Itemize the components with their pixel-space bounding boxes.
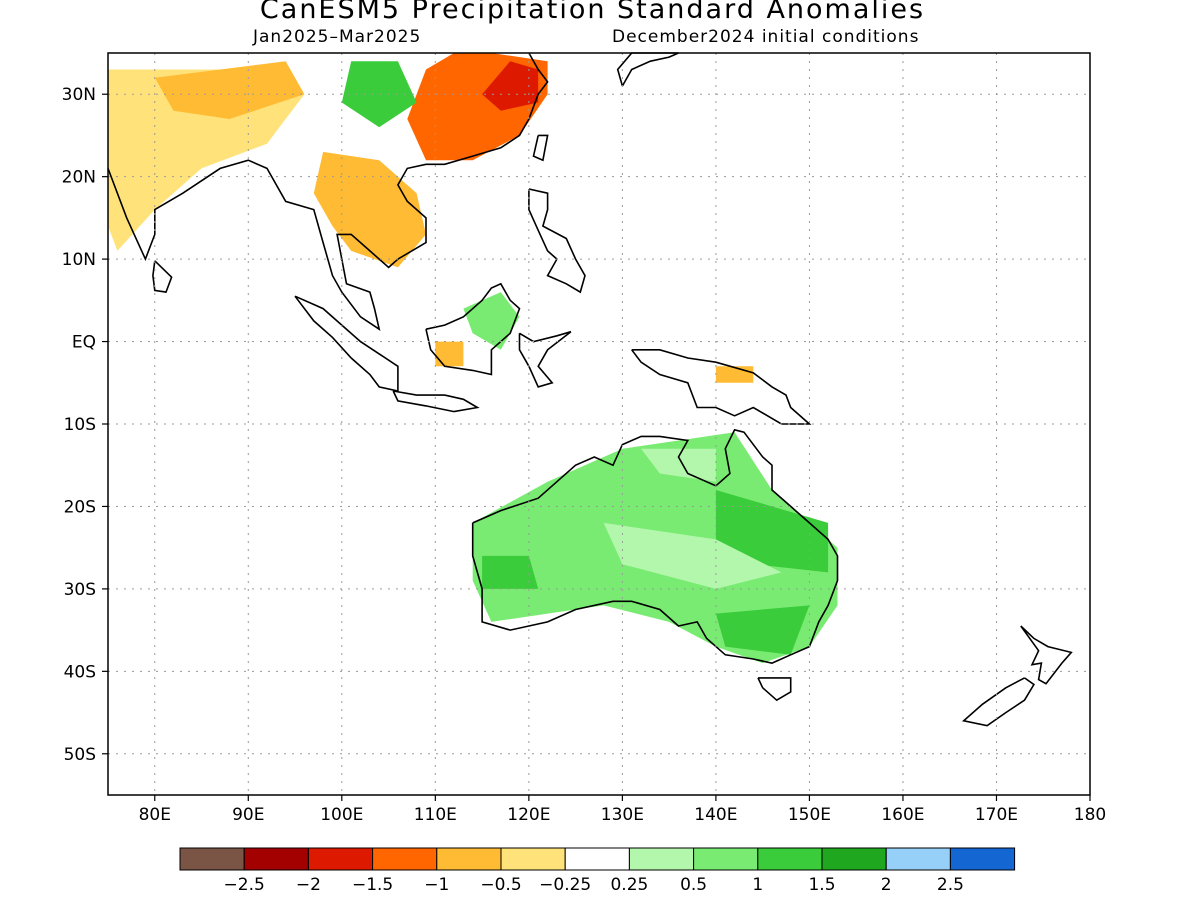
y-tick-label: 30N [62, 85, 96, 105]
y-tick-label: 40S [64, 662, 96, 682]
period-label: Jan2025–Mar2025 [253, 27, 422, 47]
latitude-ticks: 30N 20N 10N EQ 10S 20S 30S 40S 50S [62, 85, 108, 765]
anomaly-region-yunnan-wet [341, 61, 417, 128]
anomaly-region-borneo-wet [463, 292, 520, 350]
y-tick-label: 10N [62, 250, 96, 270]
legend-swatch [564, 847, 630, 871]
x-tick-label: 110E [414, 805, 457, 825]
anomaly-region-australia-north-light [641, 448, 716, 482]
legend-label: −1 [424, 875, 449, 895]
legend-label: 2.5 [937, 875, 964, 895]
legend-swatch [307, 847, 374, 871]
x-tick-label: 130E [601, 805, 644, 825]
anomaly-region-australia-west-wet [482, 555, 539, 589]
anomaly-region-newguinea-dry [715, 366, 754, 383]
legend-swatch [436, 847, 502, 871]
legend-label: 1.5 [808, 875, 835, 895]
anomaly-region-indochina-dry [313, 151, 426, 268]
initial-conditions-label: December2024 initial conditions [612, 27, 920, 47]
legend-swatch [885, 847, 951, 871]
coastline-segment [518, 330, 572, 388]
anomaly-region-australia-central-light [603, 522, 782, 589]
coastline-segment [757, 677, 792, 702]
legend-swatch [949, 847, 1016, 871]
legend-label: −1.5 [352, 875, 393, 895]
legend-label: 2 [881, 875, 892, 895]
anomaly-region-india-dry [108, 69, 305, 251]
y-tick-label: EQ [72, 333, 96, 353]
x-tick-label: 100E [320, 805, 363, 825]
y-tick-label: 10S [64, 415, 96, 435]
anomaly-region-south-china-very-dry [482, 61, 539, 111]
y-tick-label: 20S [64, 497, 96, 517]
map-frame [107, 52, 1091, 796]
legend-swatch [243, 847, 309, 871]
anomaly-region-himalaya-dry [154, 61, 305, 119]
coastline-segment [425, 282, 521, 376]
coastline-segment [152, 260, 173, 293]
legend-label: −0.5 [480, 875, 521, 895]
legend-label: 0.25 [610, 875, 648, 895]
coastline-segment [961, 677, 1035, 727]
coastline-segment [528, 188, 586, 294]
anomaly-region-borneo-dry [435, 341, 464, 367]
legend-swatch [821, 847, 887, 871]
legend-label: −2 [296, 875, 321, 895]
legend-label: 0.5 [680, 875, 707, 895]
legend-swatch [500, 847, 566, 871]
coastline-segment [392, 390, 480, 413]
coastline-segment [294, 295, 399, 392]
coastline-segment [532, 134, 549, 162]
y-tick-label: 30S [64, 580, 96, 600]
x-tick-label: 80E [139, 805, 171, 825]
legend-swatch [179, 847, 245, 871]
map-title: CanESM5 Precipitation Standard Anomalies [259, 0, 926, 25]
x-tick-label: 140E [694, 805, 737, 825]
longitude-ticks: 80E 90E 100E 110E 120E 130E 140E 150E 160E 170E 18… [139, 795, 1106, 825]
y-tick-label: 20N [62, 168, 96, 188]
anomaly-region-australia-se-wet [715, 605, 810, 655]
graticule [108, 53, 1090, 795]
anomaly-region-australia-east-wet [715, 490, 829, 573]
legend-label: −2.5 [224, 875, 265, 895]
legend-swatch [757, 847, 823, 871]
anomaly-regions [108, 53, 838, 664]
x-tick-label: 180 [1074, 805, 1106, 825]
color-legend: −2.5 −2 −1.5 −1 −0.5 −0.25 0.25 0.5 1 1.5 2 2.5 [179, 847, 1016, 895]
legend-label: 1 [752, 875, 763, 895]
legend-label: −0.25 [539, 875, 591, 895]
x-tick-label: 150E [788, 805, 831, 825]
coastline-segment [471, 428, 839, 664]
coastline-segment [631, 348, 812, 425]
legend-swatch [372, 847, 438, 871]
coastline-segment [1020, 625, 1073, 685]
coastlines [107, 52, 1073, 727]
legend-swatch [693, 847, 759, 871]
x-tick-label: 160E [881, 805, 924, 825]
x-tick-label: 90E [232, 805, 264, 825]
x-tick-label: 120E [507, 805, 550, 825]
coastline-segment [107, 52, 549, 331]
legend-swatch [628, 847, 695, 871]
x-tick-label: 170E [975, 805, 1018, 825]
coastline-segment [616, 52, 679, 87]
y-tick-label: 50S [64, 745, 96, 765]
